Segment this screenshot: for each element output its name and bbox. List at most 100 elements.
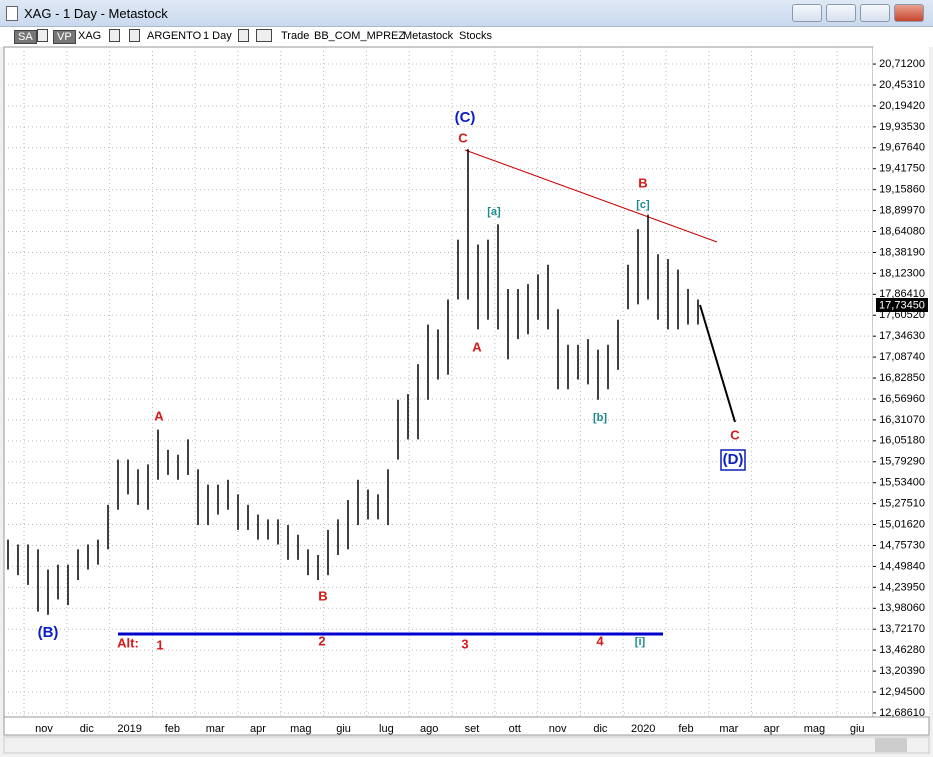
y-tick-label: 19,15860 — [879, 184, 925, 196]
close-button[interactable] — [894, 4, 924, 22]
x-axis-area — [3, 716, 930, 736]
y-tick-label: 14,23950 — [879, 581, 925, 593]
scroll-thumb[interactable] — [875, 738, 907, 752]
y-tick-label: 19,41750 — [879, 163, 925, 175]
x-tick-label: giu — [336, 723, 351, 735]
projection-line — [699, 304, 736, 423]
toolbar: SA VP XAG ARGENTO 1 Day Trade BB_COM_MPR… — [0, 27, 933, 47]
wave-label: Alt: — [117, 635, 139, 650]
wave-label: 1 — [156, 637, 163, 652]
y-tick-label: 19,93530 — [879, 121, 925, 133]
y-tick-label: 16,05180 — [879, 435, 925, 447]
y-tick-label: 20,71200 — [879, 58, 925, 70]
y-tick-label: 14,75730 — [879, 539, 925, 551]
y-tick-label: 17,60520 — [879, 309, 925, 321]
wave-label: 3 — [461, 636, 468, 651]
y-tick-label: 15,53400 — [879, 477, 925, 489]
x-tick-label: apr — [250, 723, 266, 735]
wave-label: A — [472, 339, 482, 354]
dropdown[interactable] — [238, 29, 249, 42]
restore-all-button[interactable] — [792, 4, 822, 22]
x-tick-label: set — [465, 723, 480, 735]
wave-label: B — [638, 175, 647, 190]
account: BB_COM_MPREZ — [314, 30, 406, 42]
x-tick-label: 2019 — [117, 723, 141, 735]
wave-label: C — [458, 130, 468, 145]
x-tick-label: dic — [593, 723, 608, 735]
y-tick-label: 14,49840 — [879, 560, 925, 572]
y-tick-label: 16,82850 — [879, 372, 925, 384]
dropdown[interactable] — [129, 29, 140, 42]
title-bar: XAG - 1 Day - Metastock — [0, 0, 933, 27]
x-tick-label: nov — [35, 723, 53, 735]
x-tick-label: dic — [80, 723, 95, 735]
x-tick-label: mar — [719, 723, 738, 735]
x-tick-label: feb — [678, 723, 693, 735]
wave-label: [b] — [593, 412, 607, 424]
source: Metastock — [403, 30, 454, 42]
scrollbar[interactable] — [3, 736, 930, 754]
y-tick-label: 13,98060 — [879, 602, 925, 614]
wave-label: 2 — [318, 633, 325, 648]
app-icon — [6, 6, 18, 21]
y-tick-label: 16,31070 — [879, 414, 925, 426]
wave-label: B — [318, 588, 327, 603]
y-tick-label: 18,89970 — [879, 204, 925, 216]
y-tick-label: 12,94500 — [879, 686, 925, 698]
y-tick-label: 12,68610 — [879, 707, 925, 719]
x-tick-label: mar — [206, 723, 225, 735]
wave-label: C — [730, 427, 740, 442]
y-axis-area — [873, 47, 929, 717]
x-tick-label: giu — [850, 723, 865, 735]
y-tick-label: 15,79290 — [879, 456, 925, 468]
trend-line — [464, 149, 718, 243]
wave-label: [c] — [636, 199, 650, 211]
y-tick-label: 20,45310 — [879, 79, 925, 91]
x-tick-label: ott — [509, 723, 521, 735]
maximize-button[interactable] — [860, 4, 890, 22]
dropdown[interactable] — [109, 29, 120, 42]
x-tick-label: mag — [804, 723, 825, 735]
x-tick-label: 2020 — [631, 723, 655, 735]
trade-label: Trade — [281, 30, 310, 42]
y-tick-label: 18,12300 — [879, 267, 925, 279]
y-tick-label: 13,72170 — [879, 623, 925, 635]
y-tick-label: 17,86410 — [879, 288, 925, 300]
y-tick-label: 15,01620 — [879, 518, 925, 530]
y-tick-label: 17,34630 — [879, 330, 925, 342]
market: Stocks — [459, 30, 493, 42]
security-name: ARGENTO — [147, 30, 202, 42]
window-title: XAG - 1 Day - Metastock — [24, 6, 168, 21]
y-tick-label: 18,38190 — [879, 246, 925, 258]
y-tick-label: 18,64080 — [879, 225, 925, 237]
wave-label: A — [154, 408, 164, 423]
wave-label: (D) — [723, 451, 744, 468]
last-price: 17,73450 — [879, 299, 925, 311]
symbol: XAG — [78, 30, 102, 42]
x-tick-label: nov — [549, 723, 567, 735]
x-tick-label: mag — [290, 723, 311, 735]
price-tag — [876, 298, 928, 312]
vp-button[interactable]: VP — [53, 30, 76, 44]
y-tick-label: 16,56960 — [879, 393, 925, 405]
wave-label: [a] — [487, 206, 501, 218]
x-tick-label: lug — [379, 723, 394, 735]
minimize-button[interactable] — [826, 4, 856, 22]
periodicity: 1 Day — [203, 30, 232, 42]
y-tick-label: 13,46280 — [879, 644, 925, 656]
dropdown[interactable] — [256, 29, 272, 42]
plot-area — [3, 46, 874, 718]
x-tick-label: feb — [165, 723, 180, 735]
sa-button[interactable]: SA — [14, 30, 37, 44]
y-tick-label: 19,67640 — [879, 142, 925, 154]
x-tick-label: ago — [420, 723, 438, 735]
label-box — [720, 449, 746, 471]
y-tick-label: 15,27510 — [879, 498, 925, 510]
dropdown[interactable] — [37, 29, 48, 42]
wave-label: (C) — [455, 109, 476, 126]
y-tick-label: 20,19420 — [879, 100, 925, 112]
wave-label: [i] — [635, 636, 646, 648]
y-tick-label: 13,20390 — [879, 665, 925, 677]
